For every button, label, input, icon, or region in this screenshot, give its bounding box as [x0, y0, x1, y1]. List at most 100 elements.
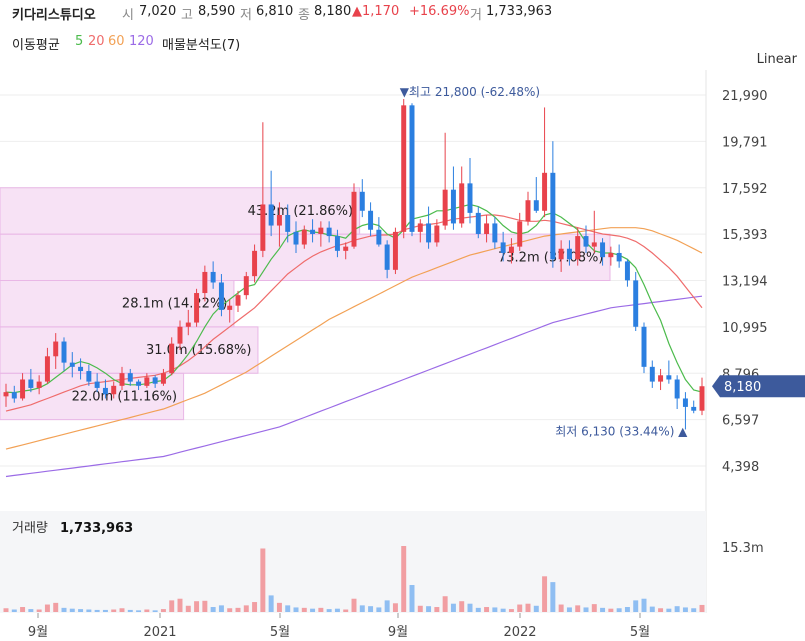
annotations: ▼최고 21,800 (-62.48%) 최저 6,130 (33.44%) ▲ 8… [400, 85, 805, 438]
price-tick-label: 21,990 [722, 89, 768, 104]
candle-body [310, 229, 316, 234]
candle-body [666, 375, 672, 380]
candle-body [658, 375, 664, 382]
volume-bar [276, 602, 282, 612]
volume-bar [376, 607, 382, 612]
candle-body [500, 242, 506, 253]
volume-bar [227, 608, 233, 612]
volume-bar [600, 607, 606, 612]
low-label: 저 [240, 8, 252, 23]
candle-body [368, 210, 374, 230]
candle-body [392, 231, 398, 270]
ma-legend-title: 이동평균 [12, 38, 60, 53]
close-label: 종 [298, 8, 310, 23]
volume-bar [492, 607, 498, 612]
candle-body [633, 280, 639, 327]
ma120-label[interactable]: 120 [129, 34, 154, 49]
candle-body [459, 183, 465, 224]
volume-bar [682, 607, 688, 612]
volume-bar [566, 607, 572, 612]
volume-panel: 거래량 1,733,963 15.3m [0, 511, 764, 613]
volume-bar [583, 607, 589, 612]
volume-bar [53, 602, 59, 612]
volume-bar [658, 608, 664, 612]
stock-name: 키다리스튜디오 [12, 8, 96, 23]
candle-body [417, 223, 423, 232]
candle-body [202, 271, 208, 294]
candle-body [591, 242, 597, 247]
volume-bar [525, 603, 531, 612]
candle-body [285, 214, 291, 232]
volume-panel-bg [0, 511, 706, 613]
volume-bar [310, 608, 316, 612]
ma20-label[interactable]: 20 [88, 34, 105, 49]
volume-bar [36, 609, 42, 612]
volume-bar [61, 607, 67, 612]
price-tick-label: 10,995 [722, 321, 768, 336]
volume-bar [442, 596, 448, 612]
quote-header: 키다리스튜디오 시 7,020 고 8,590 저 6,810 종 8,180 … [0, 0, 805, 28]
time-tick-label: 2022 [503, 625, 536, 640]
scale-mode-toggle[interactable]: Linear [756, 52, 797, 67]
max-price-annotation: ▼최고 21,800 (-62.48%) [400, 85, 540, 99]
volume-profile-label[interactable]: 매물분석도(7) [162, 38, 241, 53]
candle-body [20, 379, 26, 399]
volume-bar [210, 607, 216, 612]
candle-body [409, 105, 415, 232]
time-tick-label: 9월 [28, 625, 48, 640]
ma5-label[interactable]: 5 [75, 34, 84, 49]
volume-bar [326, 609, 332, 612]
volume-bar [401, 546, 407, 612]
price-tick-label: 13,194 [722, 275, 768, 290]
candle-body [442, 189, 448, 226]
candle-body [426, 223, 432, 243]
volume-profile-label: 22.0m (11.16%) [72, 389, 177, 404]
candle-body [326, 227, 332, 237]
candle-body [185, 322, 191, 327]
candle-body [566, 248, 572, 260]
candle-body [276, 214, 282, 226]
candle-body [160, 373, 166, 384]
volume-bar [417, 605, 423, 612]
volume-bar [318, 607, 324, 612]
volume-bar [252, 602, 258, 612]
candle-body [144, 377, 150, 386]
volume-bar [111, 609, 117, 612]
volume-bar [633, 600, 639, 612]
candle-body [136, 381, 142, 386]
last-price-label: 8,180 [724, 380, 761, 395]
candle-body [86, 371, 92, 382]
candle-body [177, 326, 183, 344]
volume-bar [500, 608, 506, 612]
volume-bar [550, 582, 556, 612]
volume-bar [409, 585, 415, 612]
volume-bar [649, 606, 655, 612]
candle-body [434, 225, 440, 243]
candle-body [376, 229, 382, 245]
candle-body [691, 406, 697, 411]
candle-body [674, 379, 680, 399]
candle-body [152, 377, 158, 384]
ma60-label[interactable]: 60 [108, 34, 125, 49]
volume-bar [542, 576, 548, 612]
high-value: 8,590 [198, 4, 236, 19]
last-price-tag [712, 375, 805, 398]
price-tick-label: 15,393 [722, 228, 768, 243]
volume-bar [508, 609, 514, 612]
candle-body [525, 200, 531, 222]
candle-body [194, 293, 200, 323]
volume-bar [20, 607, 26, 612]
time-axis: 9월 2021 5월 9월 2022 5월 [28, 613, 650, 640]
high-label: 고 [181, 8, 193, 23]
candle-body [69, 362, 75, 367]
volume-value: 1,733,963 [486, 4, 553, 19]
price-tick-label: 17,592 [722, 182, 768, 197]
candle-body [218, 282, 224, 310]
candle-body [401, 105, 407, 232]
volume-bar [293, 607, 299, 612]
low-value: 6,810 [256, 4, 294, 19]
volume-bar [434, 607, 440, 612]
volume-bar [699, 604, 705, 612]
volume-bar [392, 603, 398, 612]
